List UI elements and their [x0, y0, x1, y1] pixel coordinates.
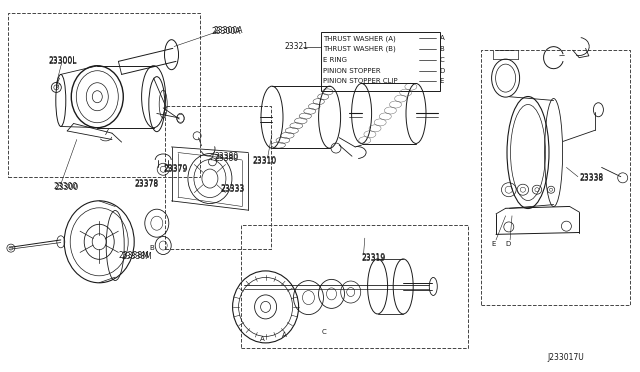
- Bar: [241, 225, 468, 348]
- Text: E: E: [492, 241, 496, 247]
- Text: A: A: [282, 332, 286, 338]
- Text: PINION STOPPER CLIP: PINION STOPPER CLIP: [323, 78, 398, 84]
- Text: A: A: [260, 336, 264, 341]
- Bar: [321, 32, 440, 91]
- Text: 23380: 23380: [214, 154, 239, 163]
- Text: 23300: 23300: [53, 182, 77, 191]
- Text: 23333: 23333: [221, 185, 245, 194]
- Text: 23300: 23300: [54, 183, 79, 192]
- Text: 23338: 23338: [579, 173, 604, 182]
- Text: PINION STOPPER: PINION STOPPER: [323, 68, 381, 74]
- Text: D: D: [440, 68, 445, 74]
- Text: E: E: [440, 78, 444, 84]
- Text: C: C: [321, 329, 326, 335]
- Text: E RING: E RING: [323, 57, 347, 63]
- Text: 23300L: 23300L: [48, 56, 77, 65]
- Text: 23300L: 23300L: [48, 57, 77, 66]
- Text: B: B: [440, 46, 444, 52]
- Text: 23319: 23319: [362, 254, 386, 263]
- Text: D: D: [506, 241, 511, 247]
- Text: 23338M: 23338M: [122, 252, 152, 261]
- Bar: [481, 50, 630, 305]
- Text: 23338M: 23338M: [118, 251, 149, 260]
- Text: THRUST WASHER (A): THRUST WASHER (A): [323, 35, 396, 42]
- Text: 23379: 23379: [163, 164, 188, 173]
- Text: B: B: [149, 245, 154, 251]
- Text: 23333: 23333: [221, 185, 245, 193]
- Text: 23300A: 23300A: [211, 27, 241, 36]
- Text: C: C: [440, 57, 444, 63]
- Text: 23379: 23379: [163, 165, 188, 174]
- Text: A: A: [440, 35, 444, 41]
- Text: 23378: 23378: [134, 180, 159, 189]
- Bar: [8, 13, 200, 177]
- Text: 23378: 23378: [134, 179, 159, 187]
- Text: THRUST WASHER (B): THRUST WASHER (B): [323, 46, 396, 52]
- Text: 23380: 23380: [214, 153, 239, 161]
- Text: 23300A: 23300A: [213, 26, 243, 35]
- Bar: [165, 106, 271, 249]
- Text: 23319: 23319: [362, 253, 386, 262]
- Text: 23310: 23310: [253, 156, 277, 165]
- Text: 23321: 23321: [285, 42, 308, 51]
- Text: 23310: 23310: [253, 157, 277, 166]
- Text: 23338: 23338: [579, 174, 604, 183]
- Text: J233017U: J233017U: [547, 353, 584, 362]
